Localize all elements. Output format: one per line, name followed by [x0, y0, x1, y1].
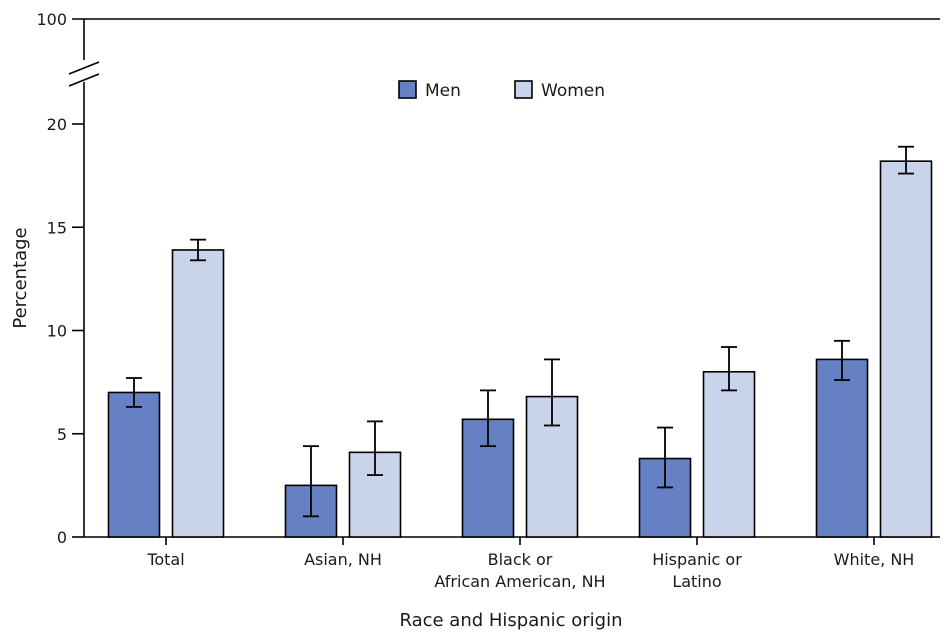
bar-women-0 [171, 249, 225, 538]
legend: Men Women [398, 80, 605, 101]
x-tick-label: Hispanic or [652, 550, 742, 569]
y-tick-label: 5 [57, 425, 67, 444]
axis-break-mark [68, 61, 100, 75]
legend-swatch-men [398, 80, 417, 99]
legend-label-men: Men [425, 81, 461, 101]
y-tick-label: 15 [47, 218, 67, 237]
x-tick-label: Black or [488, 550, 553, 569]
x-axis-title: Race and Hispanic origin [399, 610, 622, 631]
y-axis-title: Percentage [10, 227, 31, 328]
bar-women-3 [702, 370, 756, 538]
x-tick-label: Asian, NH [304, 550, 382, 569]
bar-men-0 [107, 391, 161, 538]
x-tick-label: African American, NH [434, 572, 605, 591]
axis-break-mark [68, 73, 100, 87]
error-bars [126, 145, 914, 518]
y-tick-label: 100 [36, 10, 67, 29]
y-tick-label: 20 [47, 115, 67, 134]
y-tick-label: 0 [57, 528, 67, 547]
y-tick-label: 10 [47, 322, 67, 341]
x-tick-label: Latino [672, 572, 721, 591]
bars [107, 160, 933, 538]
x-tick-label: White, NH [834, 550, 915, 569]
legend-swatch-women [514, 80, 533, 99]
legend-label-women: Women [541, 81, 605, 101]
x-tick-label: Total [146, 550, 184, 569]
bar-men-4 [815, 358, 869, 538]
x-tick-labels: Total Asian, NH Black or African American, … [146, 550, 914, 591]
bar-women-4 [879, 160, 933, 538]
